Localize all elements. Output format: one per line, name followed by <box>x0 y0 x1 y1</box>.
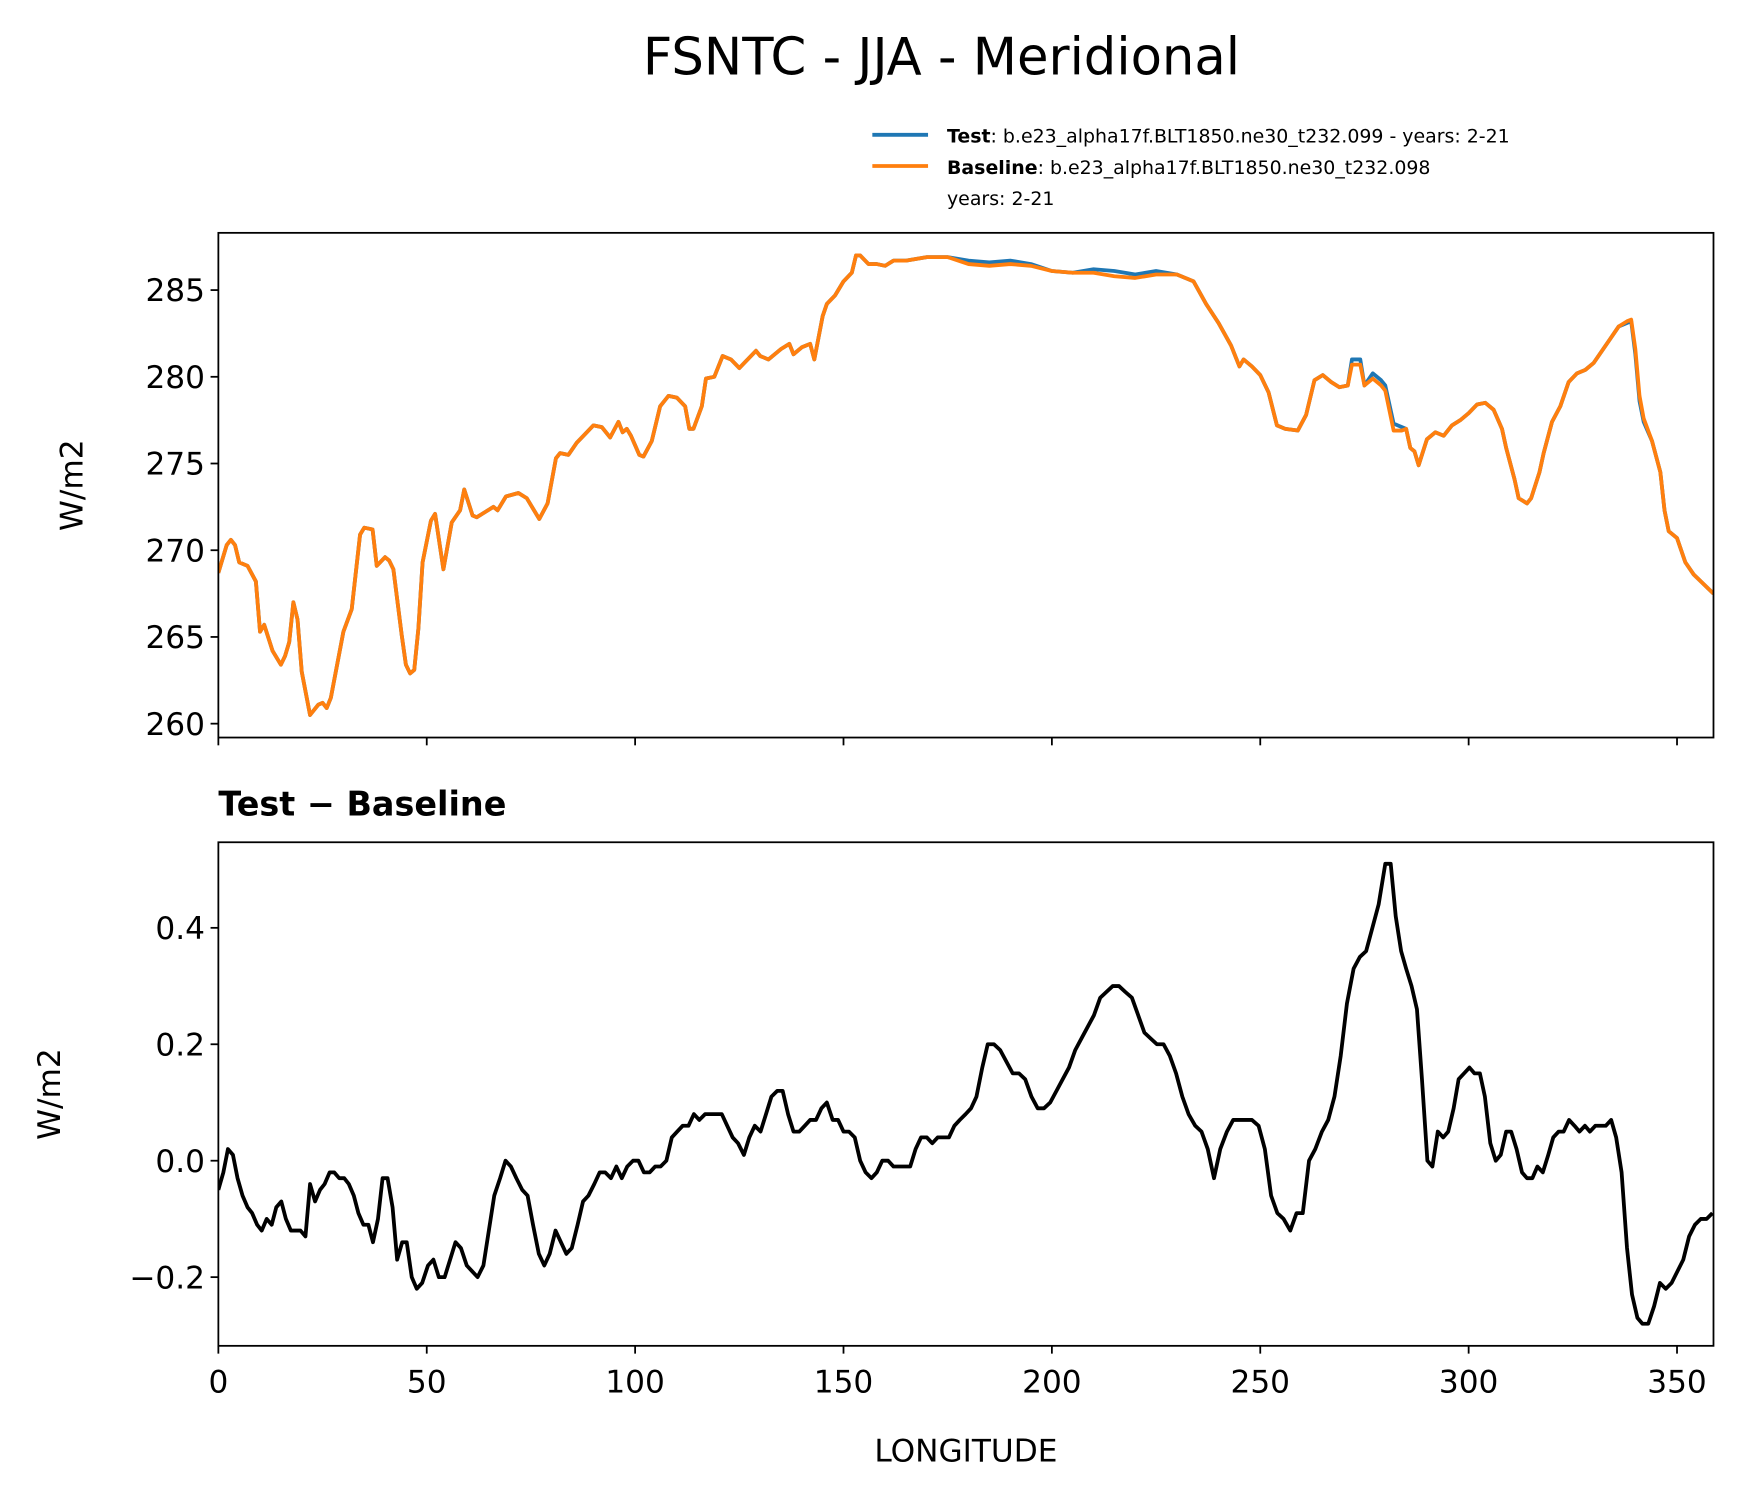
y-tick-label: −0.2 <box>129 1260 205 1296</box>
x-tick-label: 300 <box>1439 1365 1499 1401</box>
x-tick-label: 0 <box>208 1365 228 1401</box>
y-tick-label: 260 <box>145 707 205 743</box>
legend-entry: Baseline: b.e23_alpha17f.BLT1850.ne30_t2… <box>947 157 1430 179</box>
y-tick-label: 280 <box>145 360 205 396</box>
legend-label: years: 2-21 <box>947 188 1054 210</box>
plot-root: 260 265 270 275 280 285 FSNTC - JJA - Meridion… <box>32 28 1715 1470</box>
series-line <box>218 861 1714 1326</box>
legend-label: : b.e23_alpha17f.BLT1850.ne30_t232.098 <box>1038 157 1431 179</box>
y-axis-label: W/m2 <box>32 1048 68 1140</box>
x-tick-label: 250 <box>1230 1365 1290 1401</box>
axes-frame <box>217 841 1715 1347</box>
x-axis-label: LONGITUDE <box>874 1434 1057 1470</box>
panel-title: Test − Baseline <box>218 785 506 824</box>
y-tick-label: 265 <box>145 620 205 656</box>
y-tick-label: 0.4 <box>155 911 205 947</box>
y-tick-label: 0.0 <box>155 1144 205 1180</box>
series-line <box>218 253 1714 717</box>
y-tick-label: 275 <box>145 447 205 483</box>
axes-frame <box>217 231 1715 739</box>
x-tick-label: 100 <box>605 1365 665 1401</box>
x-tick-label: 350 <box>1647 1365 1707 1401</box>
legend-name: Test <box>947 126 991 148</box>
chart-title: FSNTC - JJA - Meridional <box>643 28 1240 88</box>
y-tick-label: 270 <box>145 533 205 569</box>
legend-label: : b.e23_alpha17f.BLT1850.ne30_t232.099 -… <box>991 126 1510 148</box>
y-tick-label: 285 <box>145 273 205 309</box>
x-tick-label: 150 <box>814 1365 874 1401</box>
legend-entry: Test: b.e23_alpha17f.BLT1850.ne30_t232.0… <box>947 126 1510 148</box>
y-tick-label: 0.2 <box>155 1027 205 1063</box>
legend-name: Baseline <box>947 157 1038 179</box>
x-tick-label: 50 <box>407 1365 447 1401</box>
y-axis-label: W/m2 <box>54 439 90 531</box>
x-tick-label: 200 <box>1022 1365 1082 1401</box>
